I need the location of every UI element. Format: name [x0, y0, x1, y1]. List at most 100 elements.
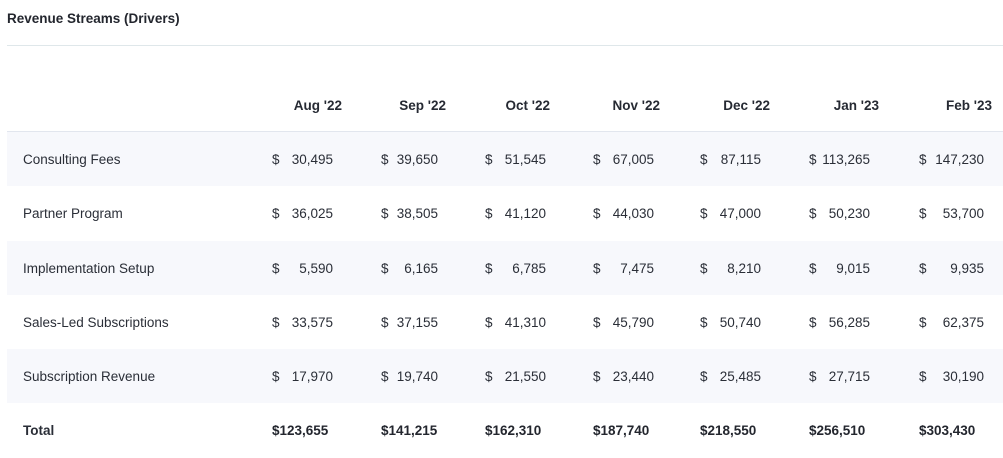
- column-header-dec-22: Dec '22: [723, 98, 770, 113]
- currency-symbol: $: [919, 260, 927, 276]
- amount: 41,120: [504, 206, 546, 222]
- currency-symbol: $: [700, 260, 708, 276]
- value-cell: $7,475: [593, 261, 654, 277]
- currency-symbol: $: [485, 369, 493, 385]
- currency-symbol: $: [809, 206, 817, 222]
- amount: 53,700: [942, 206, 984, 222]
- value-cell: $19,740: [381, 369, 438, 385]
- currency-symbol: $: [919, 369, 927, 385]
- value-cell: $56,285: [809, 315, 870, 331]
- currency-symbol: $: [700, 314, 708, 330]
- amount: 6,165: [404, 260, 438, 276]
- currency-symbol: $: [809, 314, 817, 330]
- value-cell: $39,650: [381, 152, 438, 168]
- amount: 8,210: [727, 260, 761, 276]
- amount: 113,265: [822, 152, 870, 167]
- value-cell: $25,485: [700, 369, 761, 385]
- value-cell: $45,790: [593, 315, 654, 331]
- currency-symbol: $: [700, 369, 708, 385]
- value-cell: $6,165: [381, 261, 438, 277]
- title-divider: [7, 45, 1003, 46]
- currency-symbol: $: [381, 369, 389, 385]
- value-cell: $67,005: [593, 152, 654, 168]
- value-cell: $30,190: [919, 369, 984, 385]
- value-cell: $8,210: [700, 261, 761, 277]
- currency-symbol: $: [381, 314, 389, 330]
- amount: 9,935: [950, 260, 984, 276]
- table-row: Subscription Revenue $17,970 $19,740 $21,55…: [7, 349, 1003, 404]
- currency-symbol: $: [809, 152, 817, 167]
- table-total-row: Total $123,655 $141,215 $162,310 $187,74…: [7, 403, 1003, 457]
- amount: 87,115: [720, 152, 761, 167]
- amount: 62,375: [942, 314, 984, 330]
- currency-symbol: $: [593, 152, 601, 167]
- amount: 37,155: [396, 314, 438, 330]
- amount: 44,030: [612, 206, 654, 222]
- amount: 6,785: [512, 260, 546, 276]
- amount: 147,230: [935, 152, 984, 167]
- column-header-oct-22: Oct '22: [505, 98, 550, 113]
- value-cell: $38,505: [381, 206, 438, 222]
- value-cell: $147,230: [919, 152, 984, 168]
- total-cell: $187,740: [593, 423, 650, 439]
- total-cell: $162,310: [485, 423, 542, 439]
- table-header-row: Aug '22 Sep '22 Oct '22 Nov '22 Dec '22 …: [7, 78, 1003, 132]
- column-header-sep-22: Sep '22: [399, 98, 446, 113]
- total-cell: $123,655: [272, 423, 329, 439]
- value-cell: $47,000: [700, 206, 761, 222]
- currency-symbol: $: [809, 260, 817, 276]
- row-label: Sales-Led Subscriptions: [23, 314, 169, 330]
- currency-symbol: $: [485, 152, 493, 167]
- amount: 33,575: [291, 314, 333, 330]
- amount: 9,015: [836, 260, 870, 276]
- value-cell: $41,120: [485, 206, 546, 222]
- currency-symbol: $: [272, 260, 280, 276]
- currency-symbol: $: [381, 152, 389, 167]
- amount: 67,005: [612, 152, 654, 167]
- currency-symbol: $: [593, 260, 601, 276]
- currency-symbol: $: [485, 314, 493, 330]
- amount: 45,790: [612, 314, 654, 330]
- amount: 30,190: [942, 369, 984, 385]
- currency-symbol: $: [593, 206, 601, 222]
- currency-symbol: $: [272, 314, 280, 330]
- amount: 39,650: [396, 152, 438, 167]
- currency-symbol: $: [272, 369, 280, 385]
- value-cell: $27,715: [809, 369, 870, 385]
- amount: 30,495: [291, 152, 333, 167]
- value-cell: $9,935: [919, 261, 984, 277]
- amount: 25,485: [719, 369, 761, 385]
- amount: 27,715: [828, 369, 870, 385]
- value-cell: $9,015: [809, 261, 870, 277]
- amount: 50,230: [828, 206, 870, 222]
- total-cell: $256,510: [809, 423, 866, 439]
- amount: 5,590: [299, 260, 333, 276]
- value-cell: $6,785: [485, 261, 546, 277]
- amount: 36,025: [291, 206, 333, 222]
- value-cell: $51,545: [485, 152, 546, 168]
- value-cell: $37,155: [381, 315, 438, 331]
- row-label: Implementation Setup: [23, 260, 155, 276]
- value-cell: $36,025: [272, 206, 333, 222]
- total-cell: $218,550: [700, 423, 757, 439]
- column-header-nov-22: Nov '22: [612, 98, 660, 113]
- currency-symbol: $: [593, 314, 601, 330]
- amount: 50,740: [719, 314, 761, 330]
- column-header-feb-23: Feb '23: [946, 98, 992, 113]
- currency-symbol: $: [919, 314, 927, 330]
- amount: 38,505: [396, 206, 438, 222]
- value-cell: $33,575: [272, 315, 333, 331]
- panel-title: Revenue Streams (Drivers): [7, 11, 180, 26]
- currency-symbol: $: [700, 152, 708, 167]
- value-cell: $53,700: [919, 206, 984, 222]
- amount: 17,970: [291, 369, 333, 385]
- table-row: Partner Program $36,025 $38,505 $41,120 $44,…: [7, 186, 1003, 240]
- currency-symbol: $: [272, 152, 280, 167]
- table-row: Consulting Fees $30,495 $39,650 $51,545 $67,…: [7, 132, 1003, 187]
- revenue-table: Aug '22 Sep '22 Oct '22 Nov '22 Dec '22 …: [7, 78, 1003, 458]
- currency-symbol: $: [381, 206, 389, 222]
- value-cell: $113,265: [809, 152, 870, 168]
- currency-symbol: $: [919, 152, 927, 167]
- currency-symbol: $: [700, 206, 708, 222]
- value-cell: $21,550: [485, 369, 546, 385]
